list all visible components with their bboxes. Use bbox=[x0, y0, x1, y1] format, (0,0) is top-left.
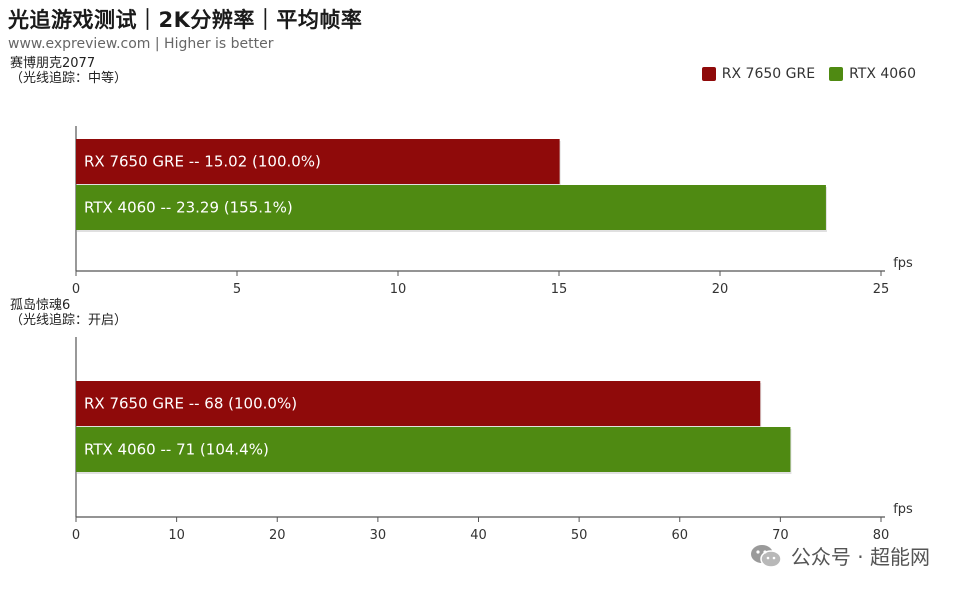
x-axis-unit: fps bbox=[893, 502, 913, 517]
game-setting-cyberpunk: （光线追踪：中等） bbox=[10, 71, 128, 86]
x-tick-label: 10 bbox=[390, 282, 407, 297]
chart-title: 光追游戏测试｜2K分辨率｜平均帧率 bbox=[8, 8, 363, 32]
game-label-cyberpunk: 赛博朋克2077 （光线追踪：中等） bbox=[10, 56, 127, 86]
legend: RX 7650 GRE RTX 4060 bbox=[701, 66, 916, 82]
bar-data-label: RTX 4060 -- 23.29 (155.1%) bbox=[84, 199, 293, 217]
game-label-farcry6: 孤岛惊魂6 （光线追踪：开启） bbox=[10, 298, 127, 328]
x-tick-label: 10 bbox=[168, 528, 185, 543]
x-tick-label: 20 bbox=[712, 282, 729, 297]
bar-data-label: RX 7650 GRE -- 68 (100.0%) bbox=[84, 395, 297, 413]
x-axis-unit: fps bbox=[893, 256, 913, 271]
bar-rx-7650-gre bbox=[76, 381, 761, 426]
x-tick-label: 20 bbox=[269, 528, 286, 543]
chart-subtitle: www.expreview.com | Higher is better bbox=[8, 36, 274, 52]
x-tick-label: 70 bbox=[772, 528, 789, 543]
legend-item-rtx: RTX 4060 bbox=[829, 66, 916, 82]
x-tick-label: 50 bbox=[571, 528, 588, 543]
bar-rtx-4060 bbox=[76, 185, 826, 230]
game-name-farcry6: 孤岛惊魂6 bbox=[10, 298, 71, 313]
legend-item-rx: RX 7650 GRE bbox=[701, 66, 816, 82]
legend-label-rx: RX 7650 GRE bbox=[721, 66, 816, 82]
bar-data-label: RTX 4060 -- 71 (104.4%) bbox=[84, 441, 269, 459]
x-tick-label: 15 bbox=[551, 282, 568, 297]
x-tick-label: 5 bbox=[233, 282, 241, 297]
wechat-icon bbox=[750, 544, 782, 568]
x-tick-label: 80 bbox=[873, 528, 890, 543]
legend-swatch-rx bbox=[701, 67, 716, 81]
bar-rtx-4060 bbox=[76, 427, 791, 472]
legend-swatch-rtx bbox=[829, 67, 844, 81]
x-tick-label: 30 bbox=[370, 528, 387, 543]
x-tick-label: 60 bbox=[671, 528, 688, 543]
watermark-text: 公众号 · 超能网 bbox=[790, 545, 930, 569]
x-tick-label: 25 bbox=[873, 282, 890, 297]
x-tick-label: 40 bbox=[470, 528, 487, 543]
x-tick-label: 0 bbox=[72, 528, 80, 543]
bar-data-label: RX 7650 GRE -- 15.02 (100.0%) bbox=[84, 153, 321, 171]
x-tick-label: 0 bbox=[72, 282, 80, 297]
bar-rx-7650-gre bbox=[76, 139, 560, 184]
game-setting-farcry6: （光线追踪：开启） bbox=[10, 313, 128, 328]
watermark: 公众号 · 超能网 bbox=[749, 541, 930, 570]
legend-label-rtx: RTX 4060 bbox=[849, 66, 916, 82]
game-name-cyberpunk: 赛博朋克2077 bbox=[10, 56, 96, 71]
